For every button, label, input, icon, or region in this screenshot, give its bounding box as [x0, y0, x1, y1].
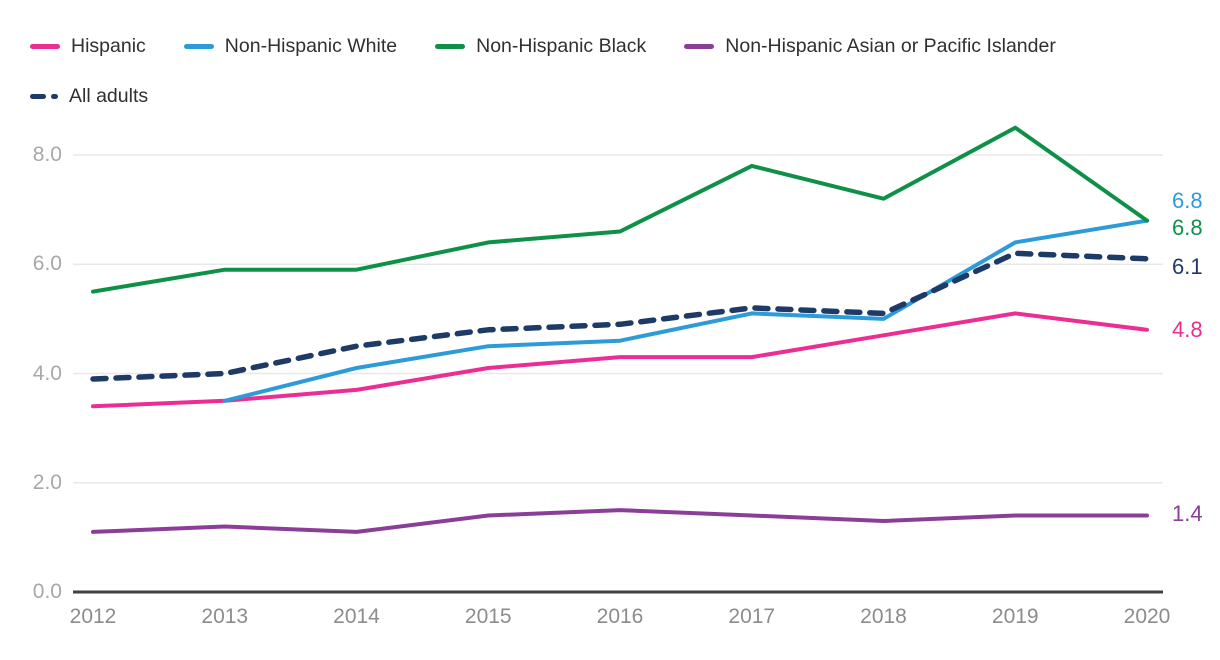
series-end-value-label-all-adults: 6.1 — [1172, 253, 1203, 279]
legend-label: All adults — [69, 84, 149, 107]
series-line-all-adults — [90, 250, 1150, 382]
legend-item-non-hispanic-white: Non-Hispanic White — [183, 34, 398, 58]
legend-marker-non-hispanic-asian-or-pacific-islander — [684, 43, 715, 49]
legend-label: Hispanic — [71, 34, 146, 57]
legend-marker-hispanic — [30, 43, 60, 49]
legend-item-all-adults: All adults — [30, 84, 148, 108]
x-axis-tick-label: 2017 — [728, 605, 776, 628]
legend-swatch — [684, 43, 715, 49]
x-axis-tick-label: 2015 — [464, 605, 512, 628]
x-axis-tick-label: 2019 — [991, 605, 1039, 628]
y-axis-tick-label: 4.0 — [32, 361, 62, 385]
legend-swatch — [30, 93, 46, 99]
x-axis-tick-label: 2016 — [596, 605, 644, 628]
legend-item-hispanic: Hispanic — [30, 34, 146, 58]
legend-swatch — [30, 43, 60, 49]
legend-marker-non-hispanic-white — [183, 43, 214, 49]
legend-swatch — [183, 43, 214, 49]
legend-item-non-hispanic-asian-or-pacific-islander: Non-Hispanic Asian or Pacific Islander — [684, 34, 1056, 58]
series-line-non-hispanic-asian-or-pacific-islander — [91, 508, 1149, 534]
series-line-hispanic — [91, 311, 1149, 409]
legend-item-non-hispanic-black: Non-Hispanic Black — [435, 34, 646, 58]
legend-marker-non-hispanic-black — [435, 43, 466, 49]
legend-swatch — [435, 43, 466, 49]
x-axis-tick-label: 2018 — [860, 605, 907, 628]
legend-label: Non-Hispanic Asian or Pacific Islander — [725, 34, 1056, 57]
series-line-non-hispanic-white — [222, 218, 1149, 403]
x-axis-tick-label: 2012 — [69, 605, 117, 628]
legend-marker-all-adults — [30, 93, 58, 99]
series-end-value-label-hispanic: 4.8 — [1172, 316, 1203, 342]
series-end-value-label-non-hispanic-white: 6.8 — [1172, 187, 1203, 213]
series-line-non-hispanic-black — [91, 125, 1149, 294]
y-axis-tick-label: 6.0 — [32, 252, 62, 276]
x-axis-tick-label: 2020 — [1123, 605, 1171, 628]
x-axis-tick-label: 2014 — [333, 605, 380, 628]
y-axis-tick-label: 2.0 — [32, 470, 62, 494]
series-end-value-label-non-hispanic-black: 6.8 — [1172, 214, 1203, 240]
legend-label: Non-Hispanic Black — [476, 34, 647, 57]
x-axis-tick-label: 2013 — [201, 605, 249, 628]
series-end-value-label-non-hispanic-asian-or-pacific-islander: 1.4 — [1172, 500, 1203, 526]
legend: Hispanic Non-Hispanic White Non-Hispanic… — [30, 34, 1190, 108]
legend-swatch — [51, 93, 58, 99]
y-axis-tick-label: 8.0 — [32, 143, 62, 166]
y-axis-tick-label: 0.0 — [32, 580, 62, 603]
legend-label: Non-Hispanic White — [224, 34, 398, 57]
